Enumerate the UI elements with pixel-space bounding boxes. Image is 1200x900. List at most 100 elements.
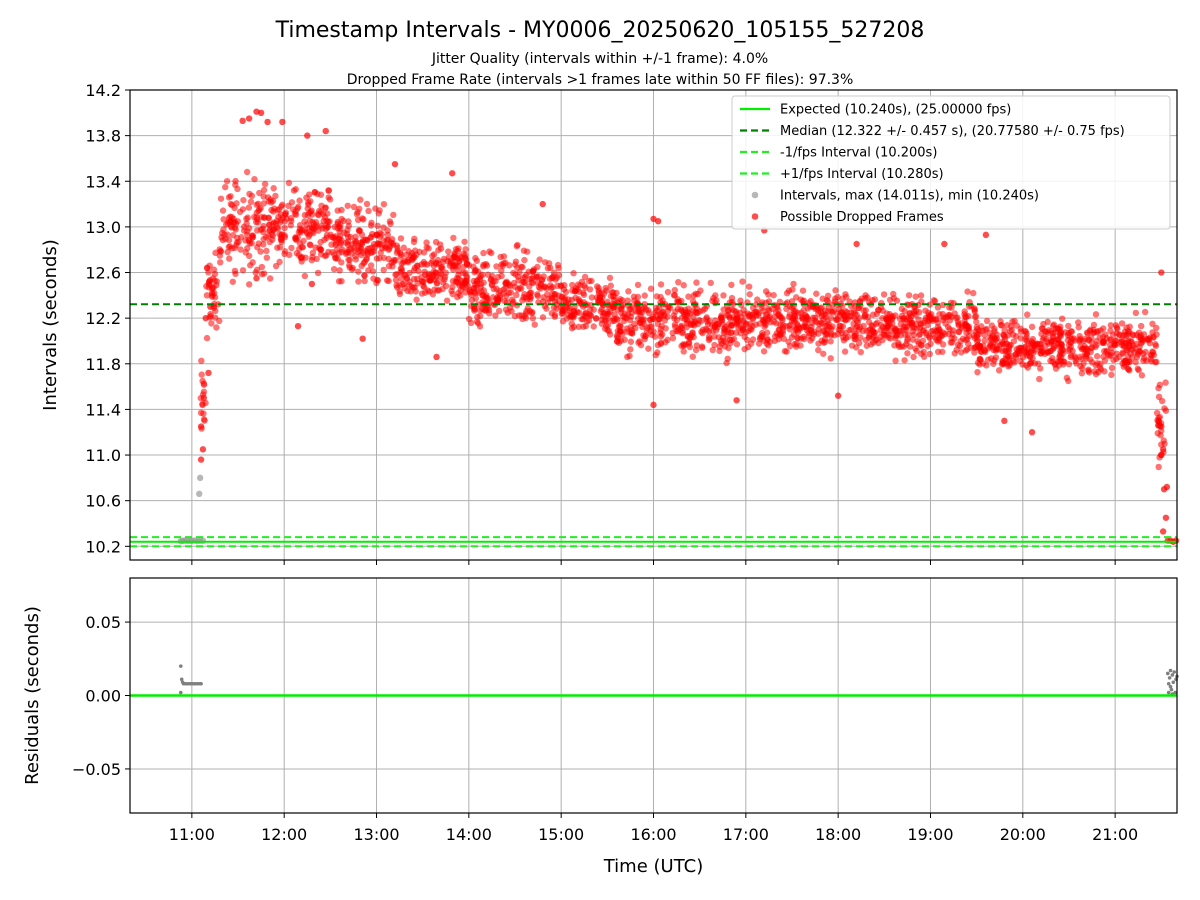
dropped-frame-point <box>1022 336 1029 343</box>
dropped-frame-point <box>245 115 253 122</box>
dropped-frame-point <box>365 267 372 274</box>
dropped-frame-point <box>781 347 789 355</box>
dropped-frame-point <box>407 288 414 295</box>
dropped-frame-point <box>318 202 325 210</box>
dropped-frame-point <box>834 293 841 301</box>
dropped-frame-point <box>471 306 478 313</box>
dropped-frame-point <box>253 214 260 221</box>
dropped-frame-point <box>507 289 514 296</box>
dropped-frame-point <box>413 296 420 303</box>
dropped-frame-point <box>1112 322 1120 329</box>
dropped-frame-point <box>1037 347 1044 355</box>
dropped-frame-point <box>669 334 677 342</box>
legend-label: Intervals, max (14.011s), min (10.240s) <box>780 189 1039 204</box>
dropped-frame-point <box>281 224 288 232</box>
dropped-frame-point <box>842 316 849 323</box>
y-tick-label: 13.4 <box>85 172 121 191</box>
dropped-frame-point <box>342 250 350 258</box>
dropped-frame-point <box>992 354 1000 361</box>
dropped-frame-point <box>244 228 251 235</box>
dropped-frame-point <box>711 333 718 340</box>
dropped-frame-point <box>614 306 621 313</box>
dropped-frame-point <box>815 346 822 354</box>
x-tick-label: 19:00 <box>907 825 953 844</box>
dropped-frame-point <box>519 315 526 323</box>
dropped-frame-point <box>1090 321 1098 329</box>
dropped-frame-point <box>986 329 994 337</box>
dropped-frame-point <box>539 314 547 321</box>
legend-box <box>731 95 1171 230</box>
dropped-frame-point <box>277 216 285 224</box>
dropped-frame-point <box>1119 350 1127 357</box>
residual-point <box>1167 676 1172 680</box>
dropped-frame-point <box>334 207 341 214</box>
dropped-frame-point <box>1036 375 1043 383</box>
dropped-frame-point <box>370 248 377 255</box>
dropped-frame-point <box>298 258 305 265</box>
dropped-frame-point <box>871 329 879 336</box>
dropped-frame-point <box>492 312 499 319</box>
y-tick-label: 11.0 <box>85 446 121 465</box>
dropped-frame-point <box>1002 352 1010 360</box>
dropped-frame-point <box>278 238 285 246</box>
dropped-frame-point <box>200 410 207 417</box>
dropped-frame-point <box>242 237 249 244</box>
dropped-frame-point <box>276 244 284 251</box>
dropped-frame-point <box>288 244 295 252</box>
dropped-frame-point <box>336 267 343 274</box>
dropped-frame-point <box>306 231 313 238</box>
dropped-frame-point <box>705 336 713 344</box>
dropped-frame-point <box>733 397 740 404</box>
dropped-frame-point <box>853 311 860 319</box>
dropped-frame-point <box>288 217 295 225</box>
dropped-frame-point <box>420 258 428 266</box>
dropped-frame-point <box>761 318 768 325</box>
residual-point <box>1168 684 1173 689</box>
dropped-frame-point <box>276 258 283 266</box>
dropped-frame-point <box>502 306 510 313</box>
dropped-frame-point <box>332 233 339 240</box>
dropped-frame-point <box>946 326 953 333</box>
dropped-frame-point <box>940 314 948 321</box>
dropped-frame-point <box>270 185 277 192</box>
dropped-frame-point <box>983 317 991 325</box>
dropped-frame-point <box>646 316 654 324</box>
dropped-frame-point <box>1092 370 1100 378</box>
dropped-frame-point <box>516 269 523 276</box>
dropped-frame-point <box>808 323 815 330</box>
dropped-frame-point <box>1028 341 1035 348</box>
dropped-frame-point <box>910 353 917 361</box>
dropped-frame-point <box>588 294 596 301</box>
dropped-frame-point <box>483 262 491 269</box>
dropped-frame-point <box>595 284 602 292</box>
dropped-frame-point <box>965 312 972 320</box>
dropped-frame-point <box>955 320 962 328</box>
dropped-frame-point <box>358 231 366 238</box>
dropped-frame-point <box>773 320 780 327</box>
dropped-frame-point <box>227 213 234 220</box>
dropped-frame-point <box>239 267 247 274</box>
dropped-frame-point <box>653 293 661 300</box>
dropped-frame-point <box>413 262 421 270</box>
dropped-frame-point <box>797 296 804 303</box>
dropped-frame-point <box>520 274 527 282</box>
dropped-frame-point <box>570 270 577 277</box>
dropped-frame-point <box>325 187 332 194</box>
dropped-frame-point <box>1155 393 1163 401</box>
dropped-frame-point <box>780 335 788 342</box>
residual-point <box>1166 681 1171 686</box>
y-axis-label: Residuals (seconds) <box>22 606 43 785</box>
dropped-frame-point <box>720 337 727 345</box>
dropped-frame-point <box>1067 343 1075 351</box>
dropped-frame-point <box>361 272 368 279</box>
dropped-frame-point <box>1093 353 1101 360</box>
dropped-frame-point <box>588 277 595 285</box>
dropped-frame-point <box>512 261 519 268</box>
dropped-frame-point <box>1139 336 1146 343</box>
dropped-frame-point <box>501 297 508 305</box>
dropped-frame-point <box>874 319 881 326</box>
dropped-frame-point <box>435 286 443 294</box>
dropped-frame-point <box>324 210 331 217</box>
dropped-frame-point <box>372 205 379 212</box>
